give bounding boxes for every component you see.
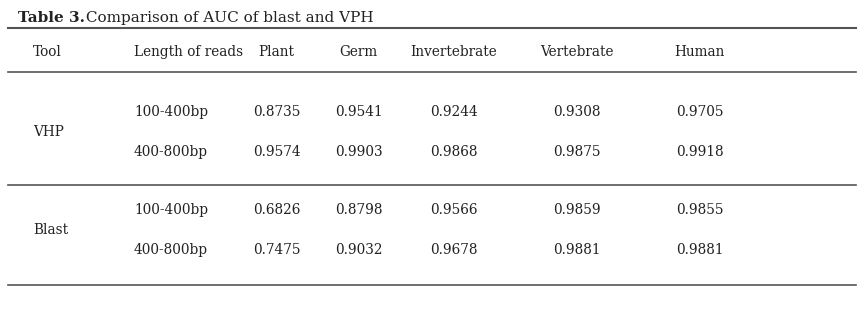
Text: VHP: VHP	[33, 125, 64, 139]
Text: Germ: Germ	[340, 45, 378, 59]
Text: 400-800bp: 400-800bp	[134, 145, 208, 159]
Text: Tool: Tool	[33, 45, 61, 59]
Text: 400-800bp: 400-800bp	[134, 243, 208, 257]
Text: Vertebrate: Vertebrate	[540, 45, 614, 59]
Text: 0.9903: 0.9903	[334, 145, 383, 159]
Text: 0.9859: 0.9859	[553, 203, 601, 217]
Text: 0.9855: 0.9855	[677, 203, 723, 217]
Text: 0.9918: 0.9918	[676, 145, 724, 159]
Text: 0.9678: 0.9678	[430, 243, 477, 257]
Text: 0.9541: 0.9541	[334, 105, 383, 119]
Text: Comparison of AUC of blast and VPH: Comparison of AUC of blast and VPH	[81, 11, 373, 25]
Text: Table 3.: Table 3.	[18, 11, 85, 25]
Text: 0.9574: 0.9574	[252, 145, 301, 159]
Text: 0.9875: 0.9875	[554, 145, 600, 159]
Text: 0.9881: 0.9881	[677, 243, 723, 257]
Text: Human: Human	[675, 45, 725, 59]
Text: 100-400bp: 100-400bp	[134, 105, 208, 119]
Text: 0.9881: 0.9881	[554, 243, 600, 257]
Text: 0.9868: 0.9868	[430, 145, 477, 159]
Text: 0.6826: 0.6826	[253, 203, 300, 217]
Text: 0.9244: 0.9244	[429, 105, 478, 119]
Text: 0.7475: 0.7475	[253, 243, 300, 257]
Text: 0.9566: 0.9566	[430, 203, 477, 217]
Text: 0.8798: 0.8798	[335, 203, 382, 217]
Text: 0.8735: 0.8735	[253, 105, 300, 119]
Text: 100-400bp: 100-400bp	[134, 203, 208, 217]
Text: 0.9032: 0.9032	[335, 243, 382, 257]
Text: Blast: Blast	[33, 223, 68, 237]
Text: Invertebrate: Invertebrate	[410, 45, 497, 59]
Text: 0.9705: 0.9705	[677, 105, 723, 119]
Text: Plant: Plant	[258, 45, 295, 59]
Text: 0.9308: 0.9308	[554, 105, 600, 119]
Text: Length of reads: Length of reads	[134, 45, 243, 59]
